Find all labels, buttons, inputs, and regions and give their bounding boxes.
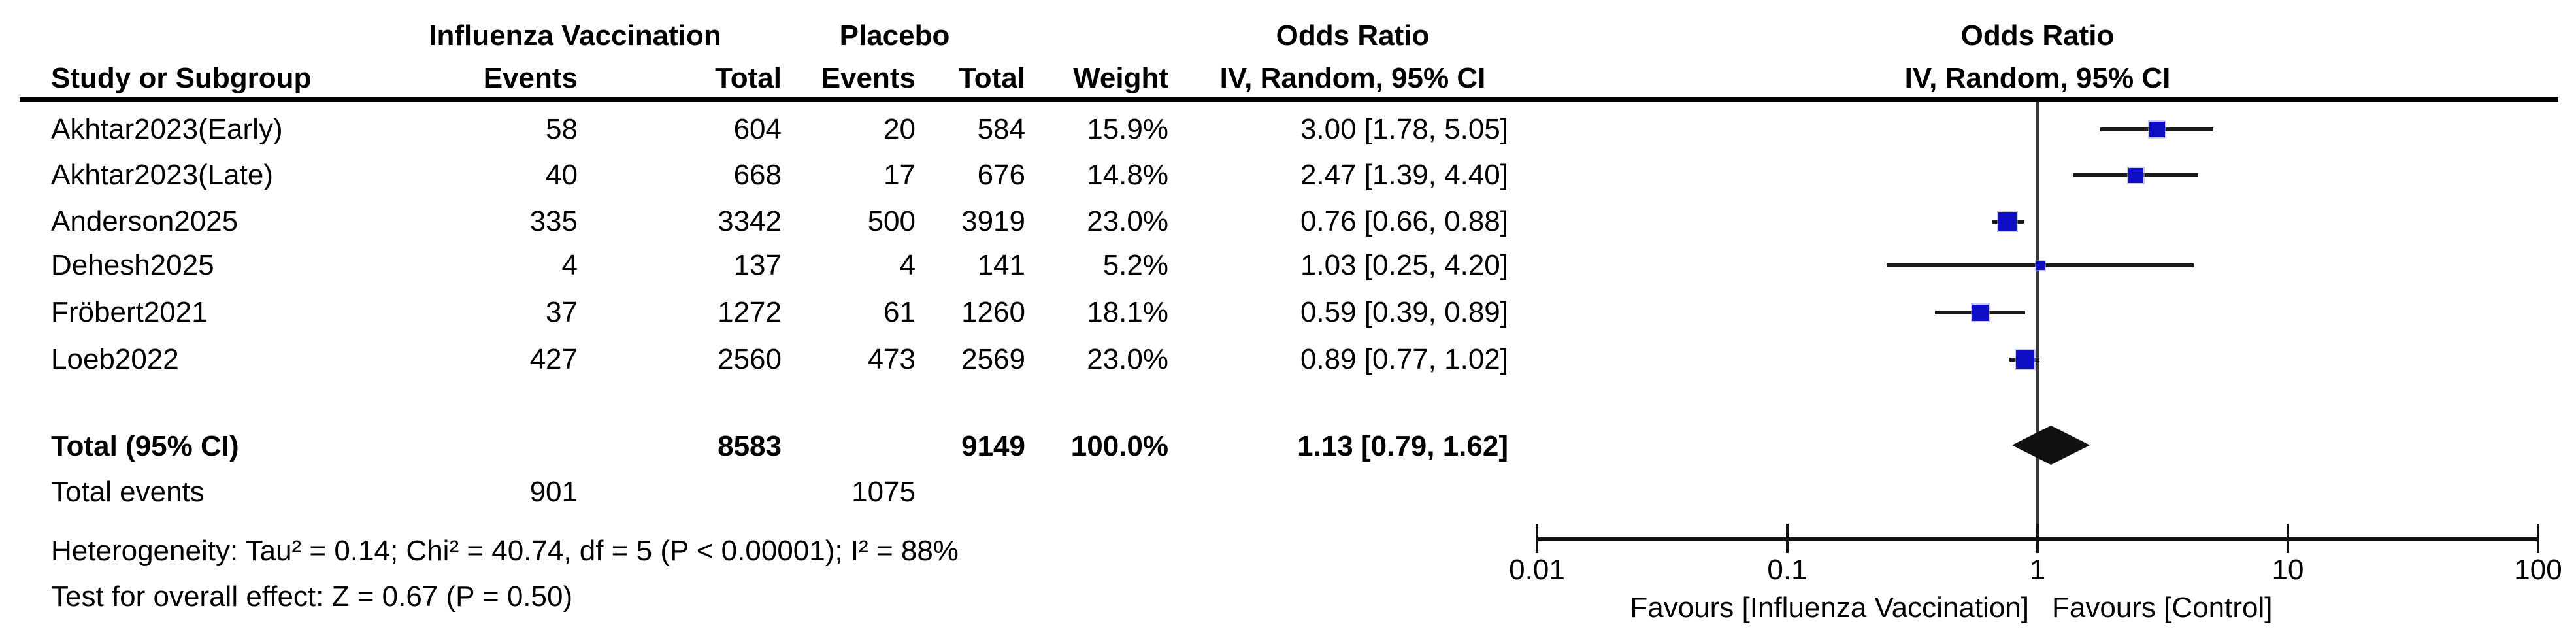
placebo-total-header: Total: [959, 62, 1025, 94]
table-cell: 2560: [718, 343, 782, 375]
table-cell: 14.8%: [1087, 159, 1168, 191]
table-cell: 17: [883, 159, 916, 191]
total-row-label: Total (95% CI): [51, 430, 239, 462]
table-cell: 3342: [718, 205, 782, 237]
table-cell: 2569: [961, 343, 1025, 375]
x-axis-tick-label: 1: [2029, 554, 2046, 586]
odds-ratio-column-title: Odds Ratio: [1276, 20, 1430, 52]
x-axis-tick-label: 0.1: [1767, 554, 1808, 586]
table-cell: 137: [733, 249, 782, 281]
study-label: Anderson2025: [51, 205, 239, 237]
effect-square: [1998, 212, 2017, 231]
favours-left-label: Favours [Influenza Vaccination]: [1630, 592, 2029, 624]
table-cell: 4: [561, 249, 578, 281]
study-label: Fröbert2021: [51, 296, 208, 328]
or-ci-cell: 0.89 [0.77, 1.02]: [1300, 343, 1508, 375]
total-placebo-n: 9149: [961, 430, 1025, 462]
table-cell: 604: [733, 113, 782, 145]
table-cell: 4: [899, 249, 916, 281]
table-cell: 18.1%: [1087, 296, 1168, 328]
x-axis-tick: [2537, 524, 2539, 553]
odds-ratio-plot-title: Odds Ratio: [1960, 20, 2115, 52]
total-treatment-n: 8583: [718, 430, 782, 462]
x-axis-tick: [2287, 524, 2289, 553]
table-cell: 15.9%: [1087, 113, 1168, 145]
x-axis-tick-label: 10: [2271, 554, 2304, 586]
header-divider: [20, 97, 2558, 102]
treatment-total-header: Total: [715, 62, 782, 94]
effect-square: [2036, 261, 2045, 270]
table-cell: 473: [867, 343, 916, 375]
column-group-placebo: Placebo: [839, 20, 950, 52]
table-cell: 1260: [961, 296, 1025, 328]
x-axis-tick: [1786, 524, 1789, 553]
total-events-treatment: 901: [529, 476, 578, 508]
study-label: Akhtar2023(Late): [51, 159, 273, 191]
table-cell: 5.2%: [1102, 249, 1168, 281]
study-label: Akhtar2023(Early): [51, 113, 283, 145]
placebo-events-header: Events: [821, 62, 916, 94]
x-axis-tick: [2036, 524, 2039, 553]
table-cell: 23.0%: [1087, 343, 1168, 375]
table-cell: 427: [529, 343, 578, 375]
or-ci-cell: 2.47 [1.39, 4.40]: [1300, 159, 1508, 191]
overall-effect-stats: Test for overall effect: Z = 0.67 (P = 0…: [51, 581, 573, 613]
total-events-placebo: 1075: [851, 476, 916, 508]
effect-square: [1972, 305, 1989, 321]
effect-square: [2016, 350, 2034, 369]
table-cell: 676: [977, 159, 1025, 191]
study-column-header: Study or Subgroup: [51, 62, 312, 94]
or-method-plot-header: IV, Random, 95% CI: [1904, 62, 2171, 94]
treatment-events-header: Events: [483, 62, 578, 94]
x-axis-tick-label: 100: [2514, 554, 2562, 586]
column-group-treatment: Influenza Vaccination: [429, 20, 721, 52]
null-effect-line: [2036, 102, 2039, 553]
table-cell: 668: [733, 159, 782, 191]
table-cell: 23.0%: [1087, 205, 1168, 237]
table-cell: 61: [883, 296, 916, 328]
effect-square: [2128, 168, 2143, 183]
heterogeneity-stats: Heterogeneity: Tau² = 0.14; Chi² = 40.74…: [51, 535, 959, 567]
table-cell: 37: [546, 296, 578, 328]
or-ci-cell: 0.59 [0.39, 0.89]: [1300, 296, 1508, 328]
x-axis-tick: [1536, 524, 1538, 553]
or-ci-cell: 3.00 [1.78, 5.05]: [1300, 113, 1508, 145]
total-or-ci: 1.13 [0.79, 1.62]: [1297, 430, 1508, 462]
table-cell: 58: [546, 113, 578, 145]
favours-right-label: Favours [Control]: [2052, 592, 2273, 624]
effect-square: [2149, 122, 2165, 137]
study-label: Loeb2022: [51, 343, 179, 375]
weight-header: Weight: [1073, 62, 1168, 94]
overall-diamond: [2011, 426, 2090, 465]
or-ci-cell: 0.76 [0.66, 0.88]: [1300, 205, 1508, 237]
table-cell: 40: [546, 159, 578, 191]
or-method-header: IV, Random, 95% CI: [1219, 62, 1486, 94]
table-cell: 20: [883, 113, 916, 145]
table-cell: 1272: [718, 296, 782, 328]
total-events-label: Total events: [51, 476, 205, 508]
total-weight: 100.0%: [1070, 430, 1168, 462]
or-ci-cell: 1.03 [0.25, 4.20]: [1300, 249, 1508, 281]
table-cell: 3919: [961, 205, 1025, 237]
table-cell: 335: [529, 205, 578, 237]
x-axis-tick-label: 0.01: [1509, 554, 1565, 586]
table-cell: 584: [977, 113, 1025, 145]
table-cell: 500: [867, 205, 916, 237]
study-label: Dehesh2025: [51, 249, 214, 281]
table-cell: 141: [977, 249, 1025, 281]
